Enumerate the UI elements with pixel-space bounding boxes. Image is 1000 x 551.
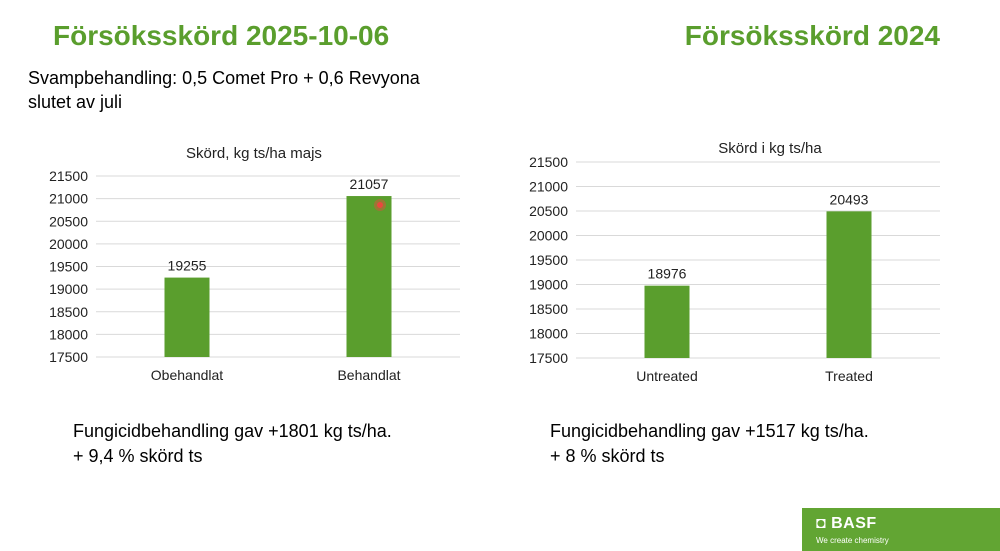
basf-logo: ◘ BASF We create chemistry bbox=[802, 508, 1000, 551]
chart-2025-bar bbox=[346, 196, 392, 357]
chart-2024-y-tick-label: 20000 bbox=[529, 228, 568, 244]
highlight-marker bbox=[377, 202, 383, 208]
chart-2024-data-label: 20493 bbox=[830, 191, 869, 207]
result-note-2025-line-1: Fungicidbehandling gav +1801 kg ts/ha. bbox=[73, 421, 392, 441]
page-title-right: Försöksskörd 2024 bbox=[684, 20, 940, 51]
chart-2024-y-tick-label: 17500 bbox=[529, 350, 568, 366]
chart-2025-x-tick-label: Obehandlat bbox=[151, 367, 224, 383]
chart-2024-y-tick-label: 19500 bbox=[529, 252, 568, 268]
chart-2025-bar bbox=[164, 277, 210, 357]
chart-2024-y-tick-label: 18000 bbox=[529, 326, 568, 342]
chart-2025-data-label: 21057 bbox=[350, 176, 389, 192]
treatment-description: Svampbehandling: 0,5 Comet Pro + 0,6 Rev… bbox=[28, 66, 468, 114]
chart-2024-bar bbox=[644, 285, 690, 358]
chart-2025-y-tick-label: 20000 bbox=[49, 236, 88, 252]
chart-2024-y-tick-label: 21500 bbox=[529, 154, 568, 170]
page-title-left: Försöksskörd 2025-10-06 bbox=[53, 20, 390, 51]
chart-2025-data-label: 19255 bbox=[168, 258, 207, 274]
basf-logo-name: ◘ BASF bbox=[816, 515, 877, 532]
result-note-2025: Fungicidbehandling gav +1801 kg ts/ha. +… bbox=[73, 419, 392, 469]
chart-2025-y-tick-label: 18000 bbox=[49, 326, 88, 342]
chart-2025-y-tick-label: 18500 bbox=[49, 304, 88, 320]
chart-2025-x-tick-label: Behandlat bbox=[337, 367, 400, 383]
chart-2025-y-tick-label: 21500 bbox=[49, 168, 88, 184]
treatment-line-2: slutet av juli bbox=[28, 92, 123, 112]
basf-logo-tagline: We create chemistry bbox=[816, 536, 889, 545]
result-note-2025-line-2: + 9,4 % skörd ts bbox=[73, 446, 203, 466]
chart-2024-bar bbox=[826, 211, 872, 358]
chart-2024-x-tick-label: Treated bbox=[825, 368, 873, 384]
chart-2024-data-label: 18976 bbox=[648, 266, 687, 282]
chart-2025-y-tick-label: 19000 bbox=[49, 281, 88, 297]
chart-2025-y-tick-label: 20500 bbox=[49, 213, 88, 229]
chart-2025-y-tick-label: 21000 bbox=[49, 191, 88, 207]
chart-2025-y-tick-label: 19500 bbox=[49, 259, 88, 275]
chart-2024-y-tick-label: 19000 bbox=[529, 277, 568, 293]
treatment-line-1: Svampbehandling: 0,5 Comet Pro + 0,6 Rev… bbox=[28, 68, 420, 88]
result-note-2024: Fungicidbehandling gav +1517 kg ts/ha. +… bbox=[550, 419, 869, 469]
chart-2024-y-tick-label: 21000 bbox=[529, 179, 568, 195]
chart-2024-y-tick-label: 20500 bbox=[529, 203, 568, 219]
chart-2024-title: Skörd i kg ts/ha bbox=[718, 140, 822, 157]
chart-2025-y-tick-label: 17500 bbox=[49, 349, 88, 365]
result-note-2024-line-2: + 8 % skörd ts bbox=[550, 446, 665, 466]
chart-2024-y-tick-label: 18500 bbox=[529, 301, 568, 317]
chart-2024-x-tick-label: Untreated bbox=[636, 368, 697, 384]
result-note-2024-line-1: Fungicidbehandling gav +1517 kg ts/ha. bbox=[550, 421, 869, 441]
chart-2025-title: Skörd, kg ts/ha majs bbox=[186, 145, 322, 162]
